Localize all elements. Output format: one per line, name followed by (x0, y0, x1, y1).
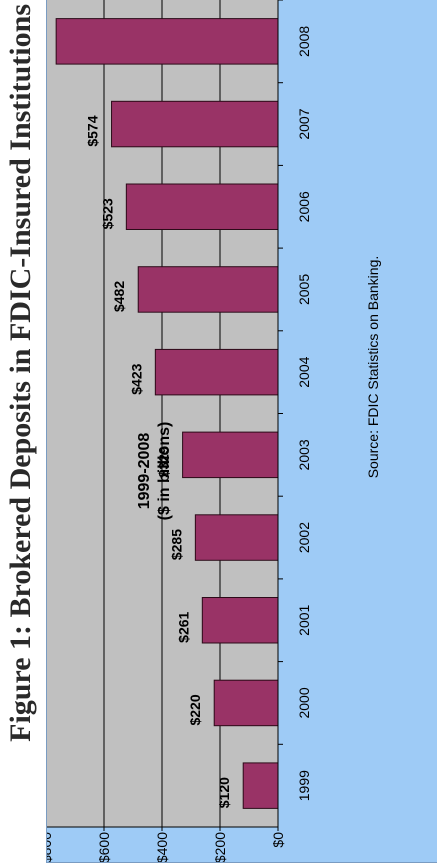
bar (213, 679, 279, 727)
chart-subtitle: ($ in billions) (156, 422, 173, 521)
bar (55, 18, 279, 65)
data-label: $220 (187, 694, 203, 725)
x-tick-label: 2002 (296, 522, 312, 553)
bar-chart: $120$220$261$285$329$423$482$523$574$765… (29, 0, 381, 863)
y-axis-ticks: $0 $200 $400 $600 $800 (38, 827, 286, 863)
x-axis-ticks: 1999 2000 2001 2002 2003 2004 2005 2006 2007 2008 (278, 0, 312, 801)
bar (201, 597, 279, 644)
chart-title: 1999-2008 (136, 433, 153, 510)
data-label: $574 (85, 115, 101, 146)
x-tick-label: 2001 (296, 604, 312, 635)
data-label: $523 (99, 198, 115, 229)
x-tick-label: 2003 (296, 439, 312, 470)
data-label: $482 (111, 281, 127, 312)
x-tick-label: 2000 (296, 687, 312, 718)
bars (55, 18, 279, 809)
chart-panel: $120$220$261$285$329$423$482$523$574$765… (29, 0, 437, 863)
y-tick-label: $600 (96, 832, 112, 863)
x-tick-label: 2008 (296, 26, 312, 57)
y-tick-label: $800 (46, 832, 54, 863)
x-tick-label: 2007 (296, 108, 312, 139)
source-note: Source: FDIC Statistics on Banking. (365, 256, 381, 479)
data-label: $329 (156, 446, 172, 477)
y-tick-label: $400 (154, 832, 170, 863)
data-label: $261 (175, 611, 191, 642)
data-label: $120 (216, 777, 232, 808)
data-labels: $120$220$261$285$329$423$482$523$574$765 (29, 33, 232, 809)
data-label: $285 (168, 529, 184, 560)
bar (125, 183, 279, 230)
x-tick-label: 2006 (296, 191, 312, 222)
x-tick-label: 1999 (296, 770, 312, 801)
bar (111, 100, 279, 148)
bar (137, 266, 279, 313)
y-tick-label: $0 (270, 832, 286, 848)
bar (182, 431, 279, 479)
y-tick-label: $200 (212, 832, 228, 863)
bar (242, 762, 279, 809)
bar (154, 348, 279, 396)
x-tick-label: 2004 (296, 356, 312, 387)
figure-title-bar: Figure 1: Brokered Deposits in FDIC-Insu… (0, 0, 46, 863)
figure-title: Figure 1: Brokered Deposits in FDIC-Insu… (4, 4, 37, 742)
x-tick-label: 2005 (296, 274, 312, 305)
data-label: $423 (128, 363, 144, 394)
bar (194, 514, 279, 561)
